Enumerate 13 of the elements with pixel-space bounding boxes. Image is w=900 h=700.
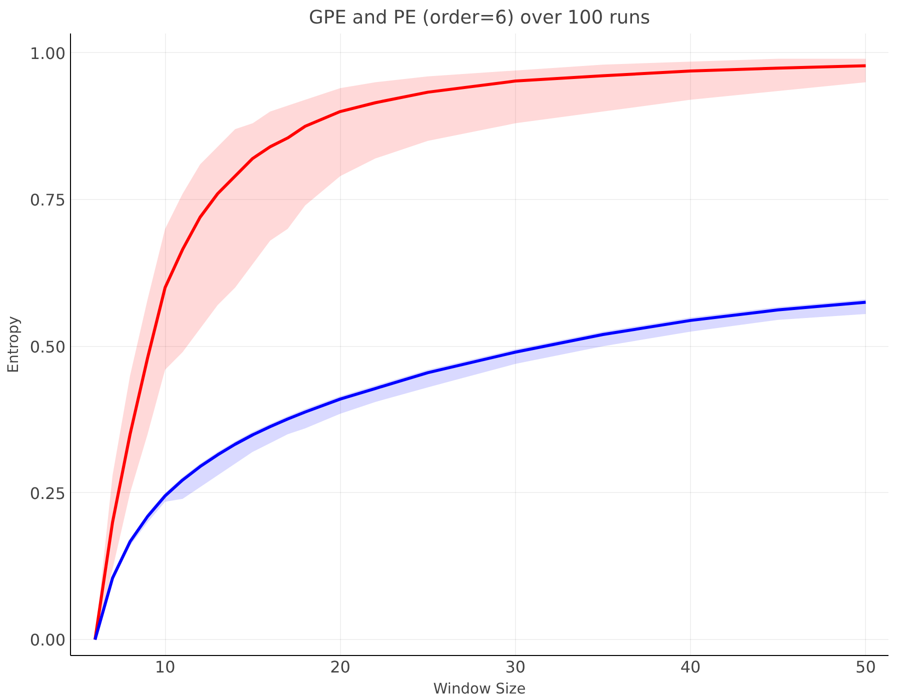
x-axis-title: Window Size xyxy=(433,680,526,698)
x-tick-label: 40 xyxy=(680,658,701,676)
y-tick-label: 1.00 xyxy=(30,44,66,63)
y-tick-label: 0.25 xyxy=(30,484,66,503)
y-tick-label: 0.50 xyxy=(30,337,66,356)
x-tick-label: 10 xyxy=(154,658,176,676)
y-tick-label: 0.75 xyxy=(30,190,66,210)
x-tick-label: 50 xyxy=(856,658,876,676)
y-tick-label: 0.00 xyxy=(30,630,66,650)
y-axis-title: Entropy xyxy=(4,316,22,373)
x-tick-label: 30 xyxy=(505,658,526,676)
chart-title: GPE and PE (order=6) over 100 runs xyxy=(308,8,650,28)
x-tick-label: 20 xyxy=(330,658,350,676)
